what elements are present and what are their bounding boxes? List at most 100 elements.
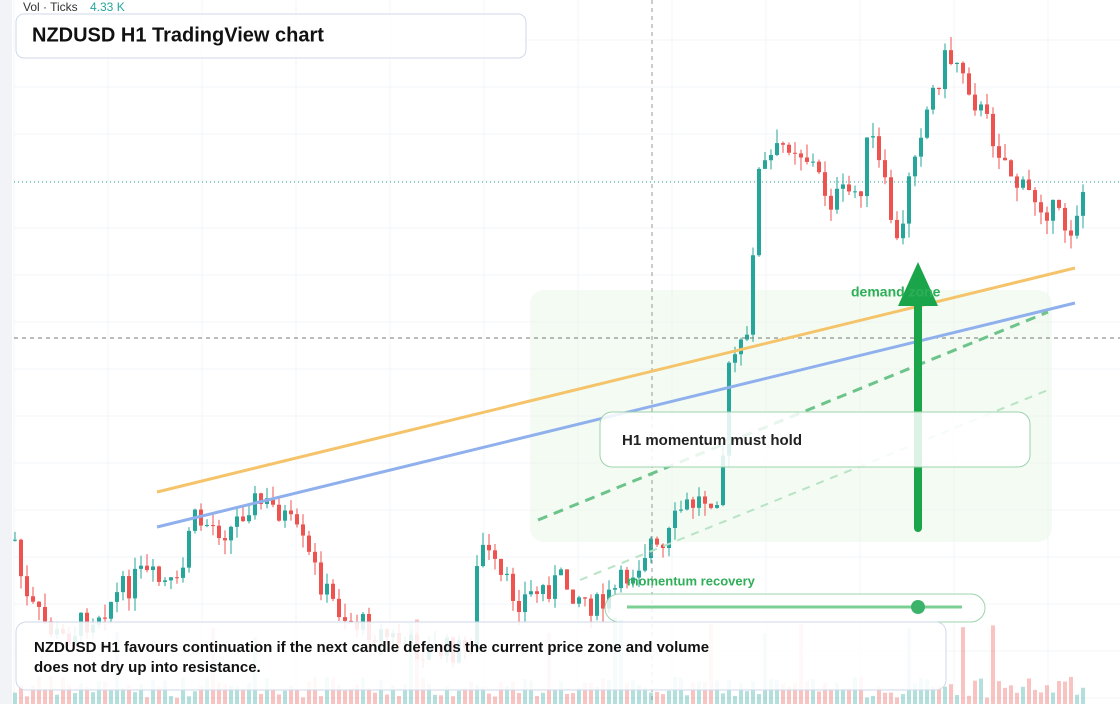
candle-body [775,143,779,155]
candle-body [271,498,275,505]
volume-bar [43,688,47,704]
volume-bar [55,694,59,704]
candle-body [1045,212,1049,221]
candle-body [529,591,533,595]
volume-bar [703,682,707,704]
candle-body [937,87,941,90]
volume-bar [139,683,143,704]
candle-body [757,168,761,256]
candle-body [667,528,671,549]
volume-bar [865,697,869,704]
volume-bar [25,696,29,704]
slider-knob[interactable] [911,600,925,614]
candle-body [985,104,989,114]
candle-body [349,620,353,623]
candle-body [835,188,839,210]
candle-body [247,515,251,522]
candle-body [925,109,929,138]
candle-body [493,550,497,559]
candle-body [487,544,491,551]
volume-bar [463,687,467,704]
candle-body [499,558,503,575]
candle-body [997,146,1001,158]
candle-body [853,191,857,193]
volume-bar [187,696,191,704]
candle-body [769,154,773,161]
volume-bar [847,688,851,704]
candle-body [211,525,215,527]
volume-bar [1057,681,1061,704]
volume-bar [169,696,173,704]
candle-body [103,617,107,619]
volume-bar [565,693,569,704]
candle-body [679,509,683,511]
candle-body [337,598,341,618]
candle-body [913,156,917,177]
candle-body [1057,199,1061,208]
candle-body [847,184,851,192]
volume-bar [481,687,485,704]
volume-bar [85,687,89,704]
candle-body [973,94,977,111]
candle-body [535,591,539,595]
volume-bar [637,684,641,704]
volume-bar [79,683,83,704]
volume-bar [685,695,689,704]
candle-body [841,184,845,189]
candle-body [643,558,647,571]
volume-bar [1015,692,1019,704]
volume-bar [199,686,203,704]
volume-bar [259,693,263,704]
volume-bar [163,680,167,704]
volume-bar [487,693,491,704]
candle-body [1021,179,1025,188]
candle-body [283,510,287,521]
volume-bar [445,686,449,704]
volume-bar [121,688,125,704]
candle-body [739,339,743,355]
volume-bar [61,677,65,704]
indicator-name: Vol · Ticks [23,0,78,14]
candle-body [481,544,485,567]
volume-bar [265,678,269,704]
candle-body [865,137,869,197]
volume-bar [985,697,989,704]
candle-body [121,576,125,593]
candle-body [595,594,599,616]
volume-bar [247,683,251,704]
volume-bar [817,691,821,704]
candle-body [625,569,629,584]
candle-body [43,606,47,622]
volume-bar [457,690,461,704]
caption-line: does not dry up into resistance. [34,659,261,676]
volume-bar [289,685,293,704]
candle-body [727,362,731,456]
candle-body [1027,179,1031,191]
volume-bar [793,682,797,704]
left-toolbar [0,0,12,704]
slider-label: momentum recovery [627,573,756,588]
candle-body [139,565,143,569]
candle-body [277,504,281,521]
candle-body [619,569,623,589]
volume-bar [31,685,35,704]
volume-bar [73,693,77,704]
volume-bar [661,694,665,704]
candle-body [325,583,329,595]
candle-body [709,503,713,508]
candle-body [301,524,305,536]
candle-body [961,62,965,74]
candle-body [1063,207,1067,231]
candle-body [613,588,617,590]
candle-body [661,544,665,549]
candle-body [523,594,527,613]
candle-body [193,509,197,531]
volume-bar [943,686,947,704]
candle-body [1081,192,1085,216]
volume-bar [691,682,695,704]
candle-body [931,87,935,110]
candle-body [205,525,209,527]
volume-bar [931,686,935,704]
